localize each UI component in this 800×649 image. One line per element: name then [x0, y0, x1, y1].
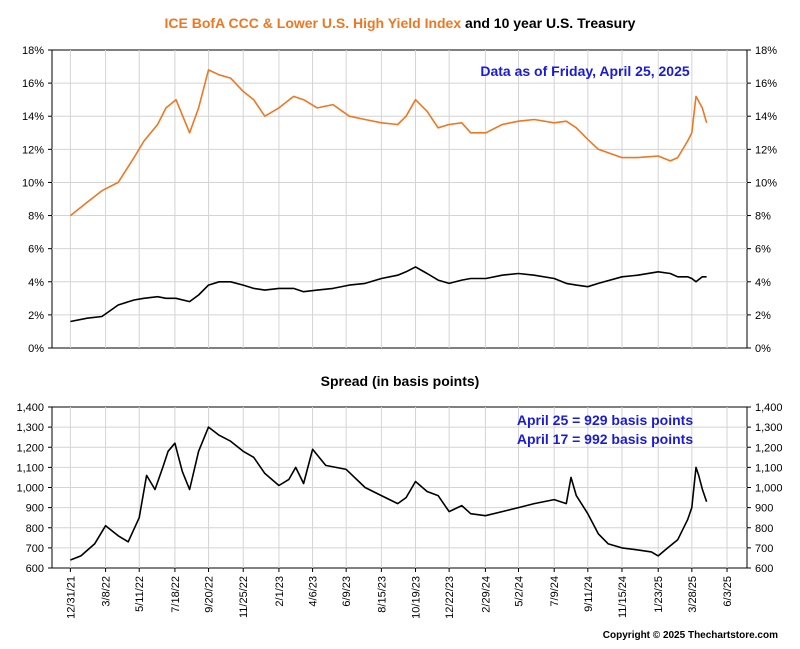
bottom-series [70, 426, 708, 561]
x-tick-label: 2/1/23 [274, 576, 286, 607]
spread-left-tick-label: 800 [26, 523, 44, 535]
x-tick-label: 9/11/24 [583, 576, 595, 612]
x-tick-label: 5/11/22 [134, 576, 146, 612]
x-tick-label: 7/18/22 [170, 576, 182, 613]
top-left-tick-label: 2% [28, 310, 44, 322]
spread-right-tick-label: 1,400 [755, 402, 783, 414]
top-series [69, 69, 708, 323]
top-right-tick-label: 16% [755, 78, 777, 90]
top-left-tick-label: 6% [28, 244, 44, 256]
top-left-tick-label: 4% [28, 277, 44, 289]
top-right-tick-label: 8% [755, 211, 771, 223]
top-left-tick-label: 8% [28, 211, 44, 223]
spread-left-tick-label: 1,400 [16, 402, 44, 414]
top-left-tick-label: 0% [28, 343, 44, 355]
spread-left-tick-label: 1,100 [16, 462, 44, 474]
top-left-tick-label: 12% [22, 144, 44, 156]
spread-right-tick-label: 1,000 [755, 483, 783, 495]
x-tick-label: 2/29/24 [480, 576, 492, 613]
chart-title-part1: ICE BofA CCC & Lower U.S. High Yield Ind… [165, 15, 462, 31]
spread-left-tick-label: 900 [26, 503, 44, 515]
top-series-line-1 [70, 266, 707, 323]
x-tick-label: 4/6/23 [308, 576, 320, 607]
top-series-line-0 [69, 69, 708, 217]
spread-title: Spread (in basis points) [321, 373, 480, 389]
spread-right-tick-label: 800 [755, 523, 773, 535]
top-annotation: Data as of Friday, April 25, 2025 [480, 63, 690, 79]
bottom-panel: 600 700 800 900 1,000 1,100 1,200 1,300 1,400 60… [16, 402, 782, 619]
x-axis: 12/31/21 3/8/22 5/11/22 7/18/22 9/20/22 11/25… [65, 568, 734, 619]
spread-right-tick-label: 600 [755, 563, 773, 575]
top-right-tick-label: 0% [755, 343, 771, 355]
x-tick-label: 3/8/22 [101, 576, 113, 607]
top-right-tick-label: 10% [755, 177, 777, 189]
x-tick-label: 11/15/24 [617, 576, 629, 618]
copyright: Copyright © 2025 Thechartstore.com [603, 630, 778, 641]
top-right-tick-label: 18% [755, 45, 777, 57]
top-right-tick-label: 12% [755, 144, 777, 156]
spread-right-tick-label: 1,100 [755, 462, 783, 474]
top-right-tick-label: 6% [755, 244, 771, 256]
x-tick-label: 3/28/25 [687, 576, 699, 613]
top-plot-frame [51, 49, 748, 349]
x-tick-label: 8/15/23 [376, 576, 388, 613]
x-tick-label: 6/3/25 [722, 576, 734, 607]
top-left-tick-label: 14% [22, 111, 44, 123]
x-tick-label: 5/2/24 [514, 576, 526, 607]
spread-left-tick-label: 1,200 [16, 442, 44, 454]
chart-title: ICE BofA CCC & Lower U.S. High Yield Ind… [165, 15, 636, 31]
top-right-tick-label: 2% [755, 310, 771, 322]
spread-annotation-2: April 17 = 992 basis points [517, 431, 693, 447]
spread-series-line-0 [70, 426, 708, 561]
chart-title-part2: and 10 year U.S. Treasury [461, 15, 636, 31]
top-left-axis: 0% 2% 4% 6% 8% 10% 12% 14% 16% 18% [22, 45, 52, 355]
spread-left-tick-label: 700 [26, 543, 44, 555]
x-tick-label: 10/19/23 [411, 576, 423, 619]
bottom-left-axis: 600 700 800 900 1,000 1,100 1,200 1,300 1,400 [16, 402, 52, 575]
x-tick-label: 11/25/22 [238, 576, 250, 618]
top-left-tick-label: 10% [22, 177, 44, 189]
x-tick-label: 7/9/24 [549, 576, 561, 607]
x-tick-label: 9/20/22 [204, 576, 216, 613]
spread-left-tick-label: 1,000 [16, 483, 44, 495]
spread-annotation-1: April 25 = 929 basis points [517, 412, 693, 428]
top-left-tick-label: 16% [22, 78, 44, 90]
spread-right-tick-label: 900 [755, 503, 773, 515]
spread-right-tick-label: 700 [755, 543, 773, 555]
x-tick-label: 1/23/25 [653, 576, 665, 613]
top-right-tick-label: 14% [755, 111, 777, 123]
spread-left-tick-label: 1,300 [16, 422, 44, 434]
spread-right-tick-label: 1,300 [755, 422, 783, 434]
bottom-gridlines [52, 407, 747, 568]
top-right-tick-label: 4% [755, 277, 771, 289]
spread-right-tick-label: 1,200 [755, 442, 783, 454]
x-tick-label: 6/9/23 [341, 576, 353, 607]
spread-left-tick-label: 600 [26, 563, 44, 575]
x-tick-label: 12/31/21 [65, 576, 77, 619]
top-left-tick-label: 18% [22, 45, 44, 57]
x-tick-label: 12/22/23 [444, 576, 456, 619]
bottom-right-axis: 600 700 800 900 1,000 1,100 1,200 1,300 1,400 [747, 402, 783, 575]
top-panel: 0% 2% 4% 6% 8% 10% 12% 14% 16% 18% 0% 2% 4% 6% 8% 10% 1… [22, 45, 777, 355]
top-right-axis: 0% 2% 4% 6% 8% 10% 12% 14% 16% 18% [747, 45, 777, 355]
